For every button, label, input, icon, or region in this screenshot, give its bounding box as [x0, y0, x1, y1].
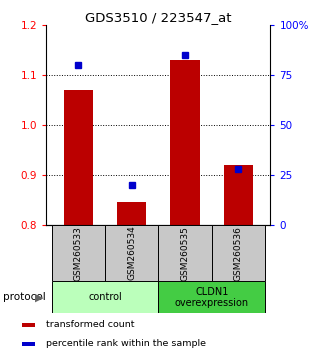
- Text: GSM260535: GSM260535: [180, 225, 189, 281]
- Text: CLDN1
overexpression: CLDN1 overexpression: [175, 286, 249, 308]
- FancyBboxPatch shape: [105, 225, 158, 281]
- Text: ▶: ▶: [35, 292, 43, 302]
- FancyBboxPatch shape: [52, 225, 105, 281]
- Bar: [170, 60, 200, 225]
- FancyBboxPatch shape: [158, 225, 212, 281]
- Text: percentile rank within the sample: percentile rank within the sample: [40, 339, 206, 348]
- FancyBboxPatch shape: [158, 281, 265, 313]
- Text: GSM260536: GSM260536: [234, 225, 243, 281]
- Bar: [117, 202, 146, 225]
- Text: control: control: [88, 292, 122, 302]
- Bar: [22, 323, 35, 326]
- Text: protocol: protocol: [3, 292, 46, 302]
- Bar: [224, 165, 253, 225]
- Bar: [64, 90, 93, 225]
- Bar: [22, 342, 35, 346]
- FancyBboxPatch shape: [52, 281, 158, 313]
- Text: GSM260534: GSM260534: [127, 226, 136, 280]
- FancyBboxPatch shape: [212, 225, 265, 281]
- Text: GSM260533: GSM260533: [74, 225, 83, 281]
- Text: transformed count: transformed count: [40, 320, 134, 329]
- Title: GDS3510 / 223547_at: GDS3510 / 223547_at: [85, 11, 232, 24]
